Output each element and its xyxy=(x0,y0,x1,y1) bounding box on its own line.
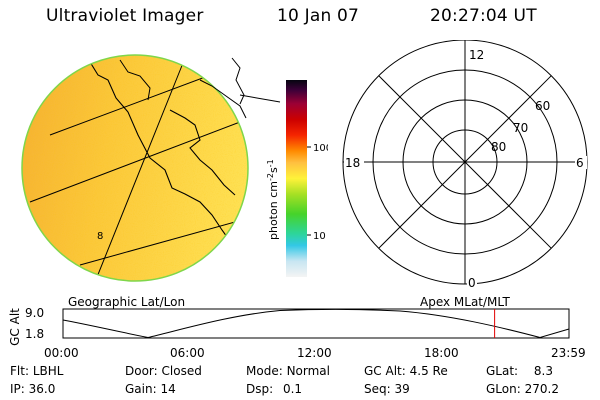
dsp-value: 0.1 xyxy=(282,382,303,396)
status-door: Door: Closed xyxy=(125,364,202,378)
status-glon: GLon: 270.2 xyxy=(486,382,559,396)
grid-line xyxy=(239,94,281,103)
polar-panel-label: Apex MLat/MLT xyxy=(420,295,510,309)
lat-label-80: 80 xyxy=(491,140,506,154)
grid-line xyxy=(79,214,248,266)
status-ip: IP: 36.0 xyxy=(10,382,56,396)
instrument-title: Ultraviolet Imager xyxy=(46,6,204,26)
colorbar-tick-100: 100 xyxy=(313,143,328,154)
mlt-label-12: 12 xyxy=(469,48,484,62)
flt-value: LBHL xyxy=(32,364,64,378)
colorbar-unit-label: photon cm-2s-1 xyxy=(266,159,280,240)
door-value: Closed xyxy=(161,364,202,378)
mlt-label-6: 6 xyxy=(576,156,584,170)
altitude-ymin: 1.8 xyxy=(25,327,45,341)
status-glat: GLat: 8.3 xyxy=(486,364,554,378)
colorbar: 100 10 photon cm-2s-1 xyxy=(266,80,328,277)
lat-label-60: 60 xyxy=(535,99,550,113)
colorbar-gradient xyxy=(286,80,307,277)
coastline-path xyxy=(119,59,151,101)
ip-value: 36.0 xyxy=(28,382,56,396)
status-gain: Gain: 14 xyxy=(125,382,176,396)
status-seq: Seq: 39 xyxy=(364,382,410,396)
mlt-label-0: 0 xyxy=(468,276,476,290)
lat-label-70: 70 xyxy=(513,121,528,135)
x-tick-label: 06:00 xyxy=(170,346,205,360)
seq-value: 39 xyxy=(394,382,410,396)
status-gcalt: GC Alt: 4.5 Re xyxy=(364,364,448,378)
coastline-path xyxy=(79,55,241,263)
altitude-curve xyxy=(62,308,570,339)
altitude-ymax: 9.0 xyxy=(25,306,45,320)
x-tick-label: 23:59 xyxy=(551,346,586,360)
polar-plot: 12 18 6 0 60 70 80 xyxy=(342,40,588,290)
x-tick-label: 18:00 xyxy=(424,346,459,360)
date-label: 10 Jan 07 xyxy=(277,6,360,26)
mode-value: Normal xyxy=(286,364,330,378)
colorbar-tick-10: 10 xyxy=(313,231,326,242)
glat-value: 8.3 xyxy=(533,364,554,378)
disk-limb xyxy=(21,54,249,282)
glon-value: 270.2 xyxy=(524,382,559,396)
altitude-chart xyxy=(62,308,570,339)
gain-value: 14 xyxy=(160,382,176,396)
status-mode: Mode: Normal xyxy=(246,364,330,378)
coastline-path xyxy=(231,57,245,105)
x-tick-label: 12:00 xyxy=(297,346,332,360)
gcalt-value: 4.5 Re xyxy=(409,364,448,378)
mlt-label-18: 18 xyxy=(345,156,360,170)
coastline-path xyxy=(199,79,247,119)
uv-disk-image xyxy=(22,55,248,281)
time-label: 20:27:04 UT xyxy=(430,6,537,26)
status-flt: Flt: LBHL xyxy=(10,364,64,378)
status-dsp: Dsp: 0.1 xyxy=(246,382,303,396)
coastline-path xyxy=(169,109,236,196)
x-tick-label: 00:00 xyxy=(44,346,79,360)
grid-marker-label: 8 xyxy=(97,231,103,242)
grid-line xyxy=(94,57,186,281)
mlt-meridian xyxy=(378,75,552,249)
altitude-chart-frame xyxy=(62,308,570,339)
grid-line xyxy=(29,121,241,203)
geo-image-panel: 8 xyxy=(21,54,281,282)
geo-panel-label: Geographic Lat/Lon xyxy=(68,295,186,309)
